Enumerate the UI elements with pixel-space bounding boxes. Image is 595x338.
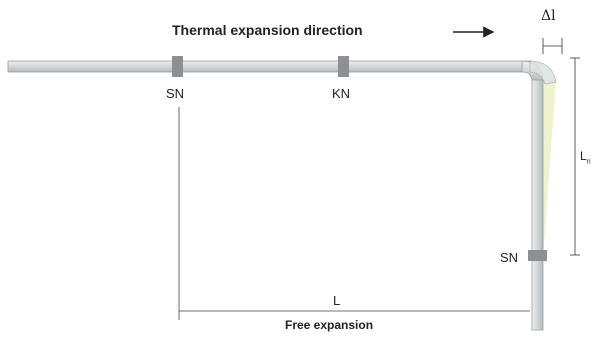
clamp-left	[172, 56, 183, 77]
vertical-pipe	[531, 79, 544, 331]
support-label-middle: KN	[332, 86, 351, 101]
clamp-vertical	[528, 250, 547, 261]
clamp-middle	[338, 56, 349, 77]
support-label-left: SN	[166, 86, 185, 101]
length-label-l: L	[333, 293, 341, 308]
length-label-ln: Ln	[580, 149, 591, 165]
displaced-elbow	[529, 60, 557, 85]
diagram-title: Thermal expansion direction	[172, 22, 363, 38]
horizontal-pipe	[7, 60, 533, 73]
ln-sub: n	[586, 158, 591, 166]
free-expansion-label: Free expansion	[285, 318, 374, 332]
delta-l-label: Δl	[541, 8, 556, 24]
ln-main: L	[580, 149, 587, 163]
support-label-vertical: SN	[500, 250, 519, 265]
